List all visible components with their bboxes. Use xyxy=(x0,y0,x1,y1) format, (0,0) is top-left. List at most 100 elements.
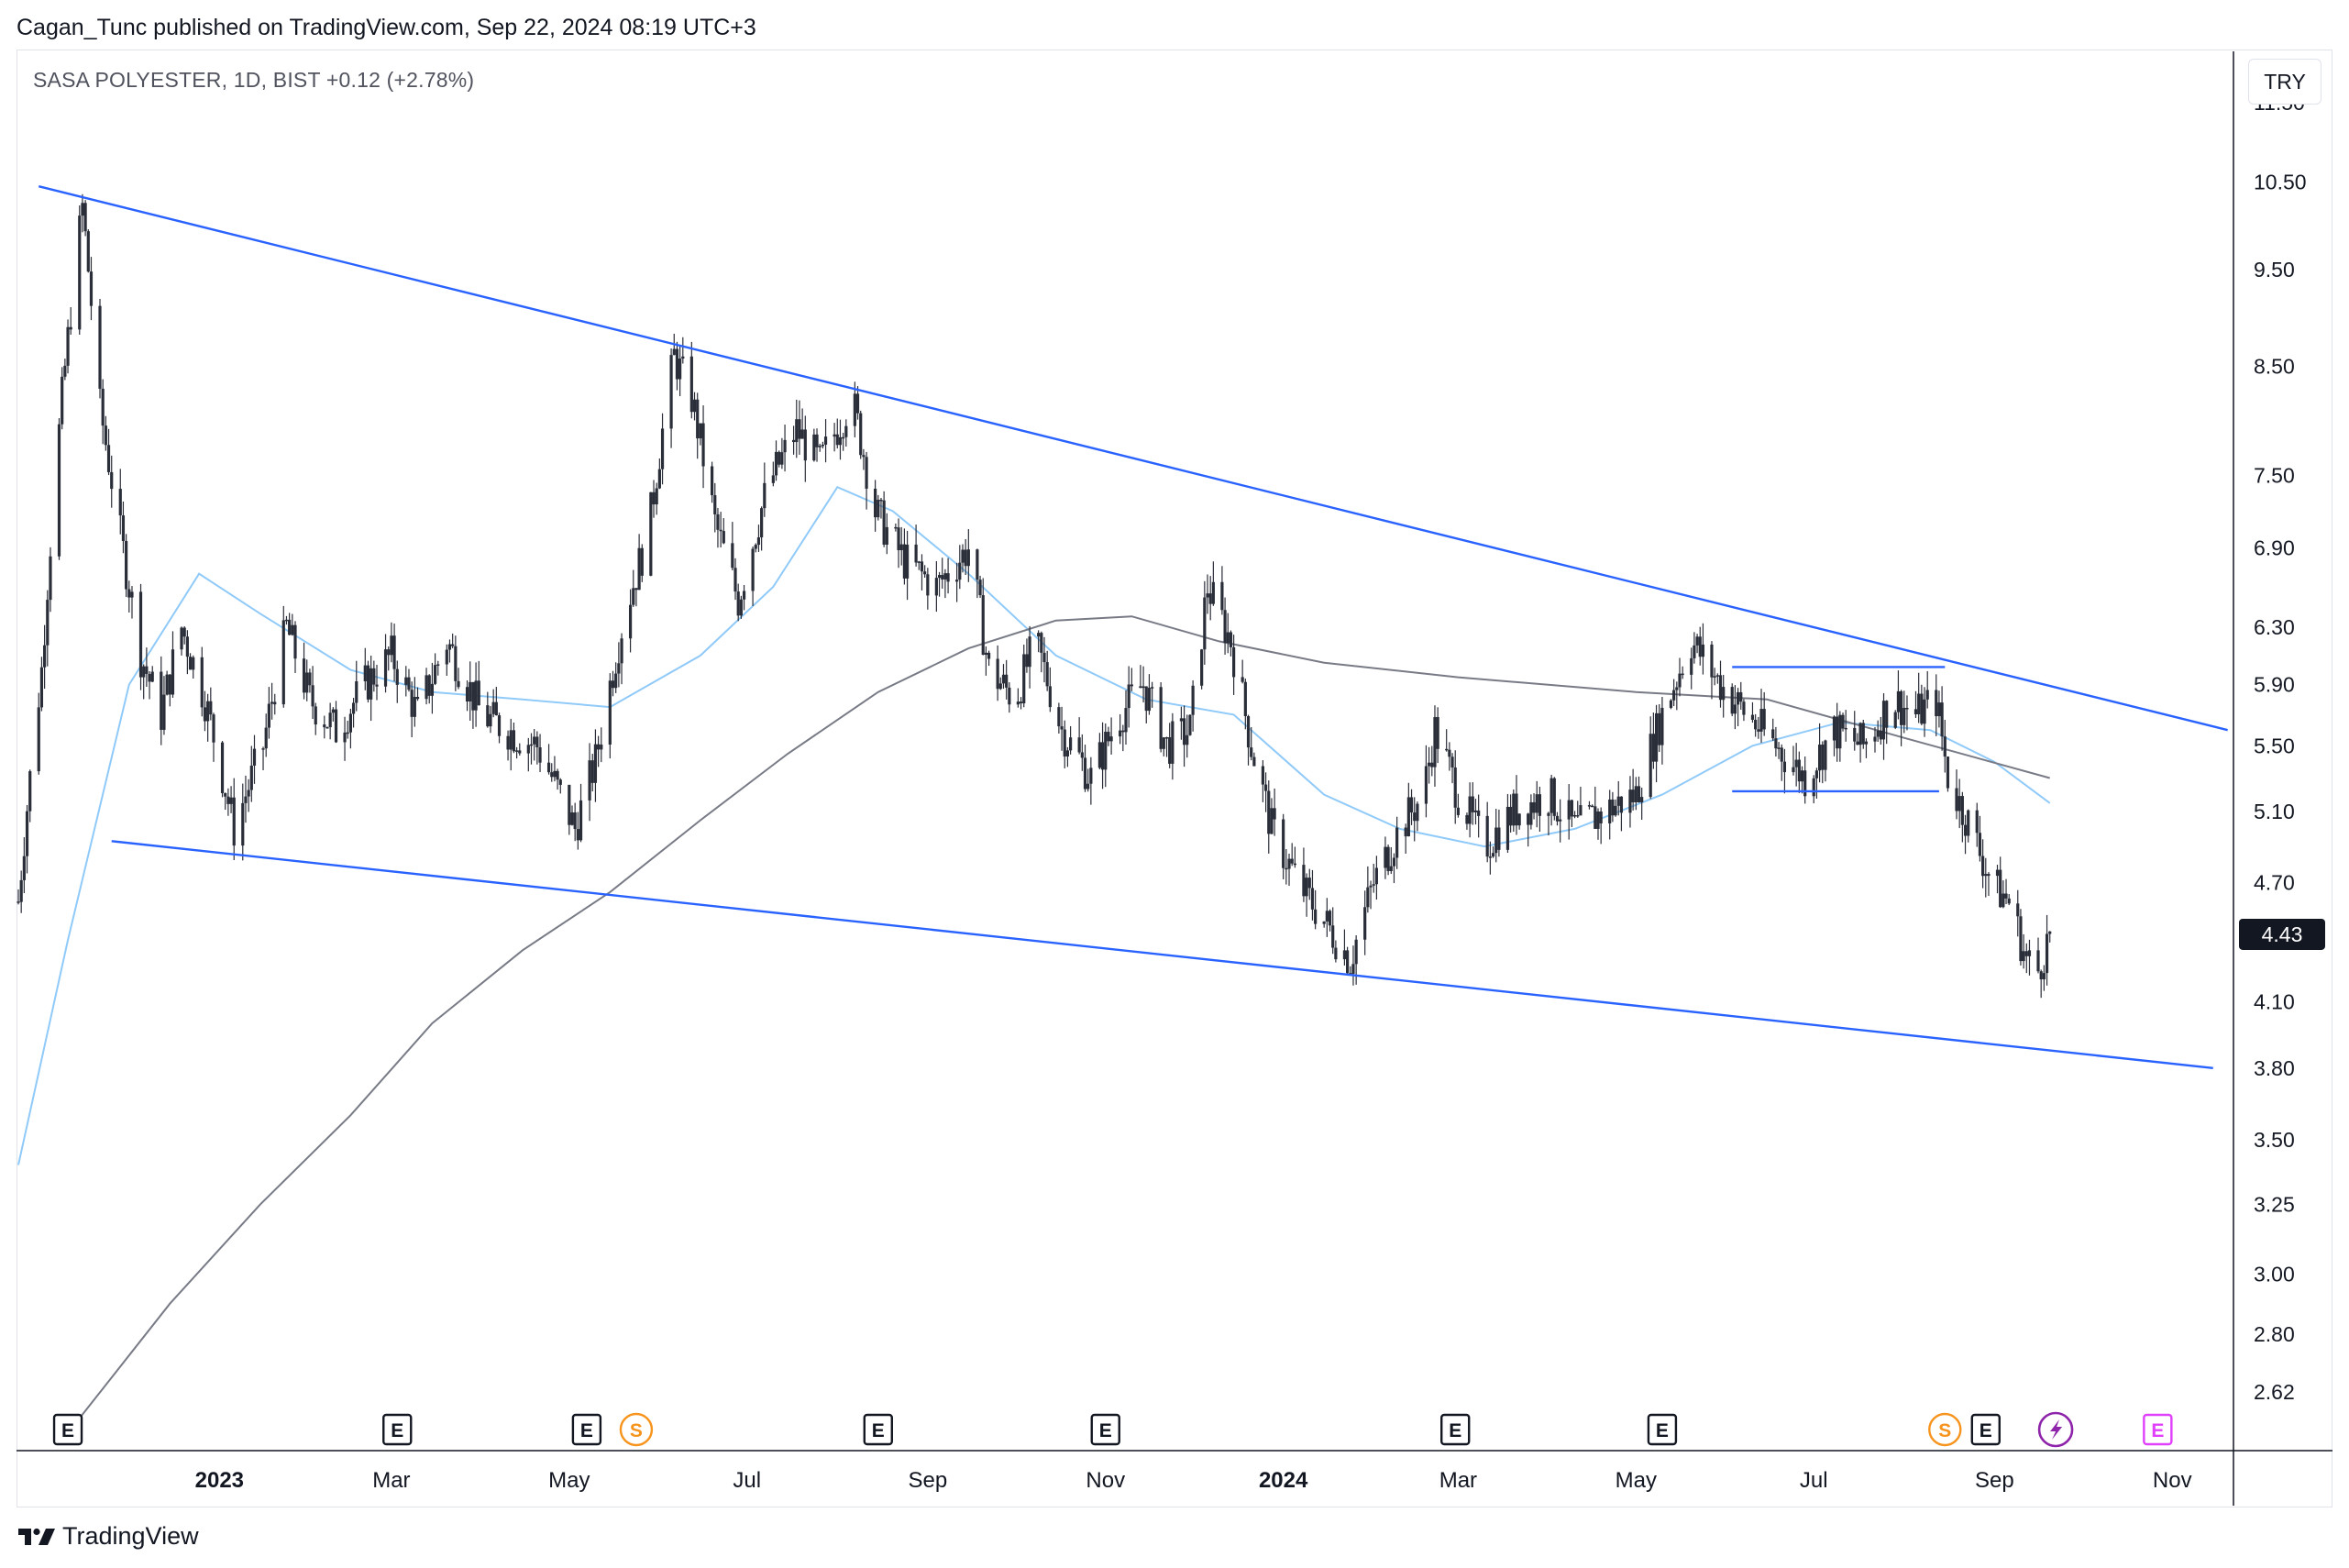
candle-body xyxy=(192,657,195,670)
candle-body xyxy=(1722,687,1726,701)
candle-body xyxy=(375,684,379,687)
trendline xyxy=(111,840,2213,1069)
candle-body xyxy=(1028,636,1031,668)
y-tick-label: 3.25 xyxy=(2254,1192,2295,1216)
candle-body xyxy=(1063,729,1066,756)
candle-body xyxy=(570,812,574,825)
candle-body xyxy=(162,694,166,730)
x-tick-label: May xyxy=(1616,1468,1657,1493)
candle-body xyxy=(1549,778,1553,813)
candle-body xyxy=(1967,810,1970,836)
candle-body xyxy=(2027,950,2032,956)
candle-body xyxy=(1587,805,1592,807)
y-tick-label: 5.90 xyxy=(2254,673,2295,697)
candle-body xyxy=(600,744,603,750)
candle-body xyxy=(526,745,530,754)
candle-body xyxy=(1812,778,1815,797)
candle-body xyxy=(1144,686,1148,712)
candle-body xyxy=(1718,675,1723,701)
candle-body xyxy=(1089,767,1093,784)
candle-body xyxy=(1069,737,1073,751)
candle-body xyxy=(392,635,396,669)
candle-body xyxy=(1261,766,1265,785)
candle-body xyxy=(1252,756,1256,767)
candle-body xyxy=(1016,701,1020,705)
candle-body xyxy=(593,744,598,783)
candle-body xyxy=(1856,741,1859,745)
y-tick-label: 8.50 xyxy=(2254,355,2295,379)
candle-body xyxy=(390,635,393,656)
candle-body xyxy=(917,561,921,563)
candle-body xyxy=(733,568,737,592)
candle-body xyxy=(675,348,679,380)
last-price-badge xyxy=(2239,918,2325,950)
candle-body xyxy=(1395,827,1399,858)
candle-body xyxy=(573,812,577,830)
y-tick-label: 6.90 xyxy=(2254,536,2295,560)
candle-body xyxy=(1978,833,1982,856)
candle-body xyxy=(1844,727,1847,730)
candle-body xyxy=(1690,657,1693,675)
candle-body xyxy=(226,796,230,804)
candle-body xyxy=(2042,973,2046,980)
candle-body xyxy=(1433,717,1437,767)
candle-body xyxy=(328,712,332,728)
candle-body xyxy=(1389,866,1393,871)
split-event-icon xyxy=(619,1412,654,1447)
candle-body xyxy=(1127,684,1130,709)
candle-body xyxy=(1637,786,1641,803)
candle-body xyxy=(1631,790,1635,802)
earnings-event-icon xyxy=(1090,1413,1120,1446)
candle-body xyxy=(138,591,143,678)
candle-body xyxy=(1792,767,1795,773)
candle-body xyxy=(1404,827,1407,837)
y-tick-label: 5.50 xyxy=(2254,734,2295,757)
x-tick-label: Nov xyxy=(1086,1468,1125,1493)
candle-body xyxy=(369,668,373,700)
candle-body xyxy=(533,736,536,745)
candle-body xyxy=(1162,737,1165,749)
candle-body xyxy=(477,680,480,706)
candle-body xyxy=(1285,867,1288,870)
earnings-event-letter: E xyxy=(1099,1420,1112,1441)
candle-body xyxy=(1832,716,1836,741)
candle-body xyxy=(699,423,702,439)
candle-body xyxy=(978,580,982,596)
currency-button[interactable]: TRY xyxy=(2248,59,2321,105)
candle-body xyxy=(1814,770,1819,778)
candle-body xyxy=(63,365,67,377)
candle-body xyxy=(1958,796,1961,812)
candle-body xyxy=(1445,748,1449,751)
candle-body xyxy=(281,620,285,705)
candle-body xyxy=(1754,719,1758,730)
tradingview-logo[interactable]: TradingView xyxy=(18,1522,199,1551)
candle-body xyxy=(1509,806,1513,826)
candle-body xyxy=(614,673,618,689)
candle-body xyxy=(1619,796,1624,813)
candle-body xyxy=(833,434,836,437)
candle-body xyxy=(1331,925,1335,948)
candle-body xyxy=(1384,846,1387,868)
candle-body xyxy=(1130,684,1133,687)
candle-body xyxy=(1505,806,1510,850)
candle-body xyxy=(101,388,105,426)
candle-body xyxy=(1083,757,1087,790)
candle-body xyxy=(1628,790,1632,813)
candle-body xyxy=(1290,858,1294,864)
candle-body xyxy=(224,792,227,797)
candle-body xyxy=(465,687,469,702)
candle-body xyxy=(334,709,338,743)
candle-body xyxy=(2048,931,2052,934)
candle-body xyxy=(1241,677,1244,682)
candle-body xyxy=(125,541,128,590)
candle-body xyxy=(926,574,930,596)
candle-body xyxy=(1527,813,1530,825)
candle-body xyxy=(395,668,399,685)
candle-body xyxy=(383,649,388,687)
candle-body xyxy=(284,619,289,622)
candle-body xyxy=(1771,729,1775,739)
candle-body xyxy=(1529,801,1533,825)
candle-body xyxy=(546,762,551,773)
candle-body xyxy=(212,714,215,743)
